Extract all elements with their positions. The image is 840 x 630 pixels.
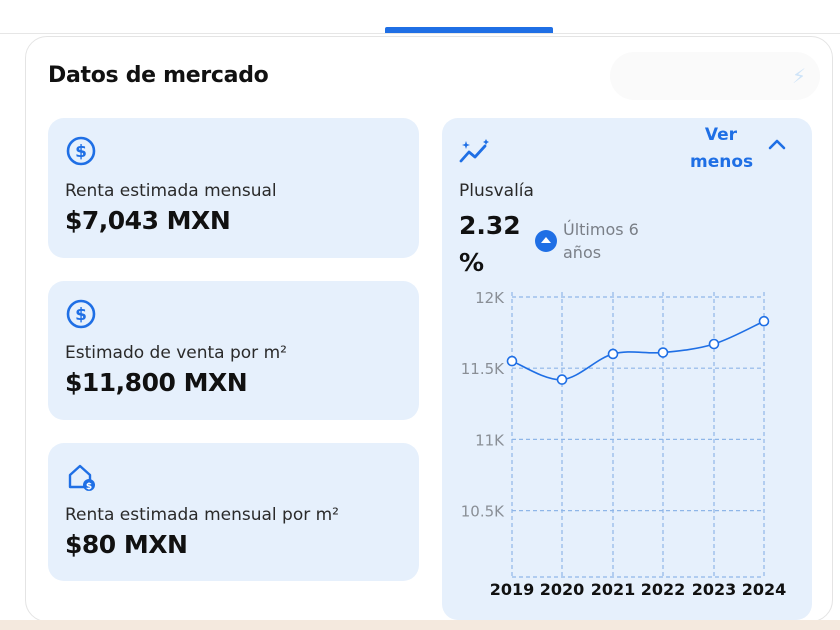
top-divider bbox=[0, 33, 840, 34]
x-tick-label: 2024 bbox=[742, 580, 787, 599]
series-line bbox=[511, 320, 765, 381]
data-point bbox=[708, 338, 720, 350]
trend-sparkle-icon bbox=[459, 139, 489, 163]
y-tick-label: 11.5K bbox=[461, 360, 505, 378]
plusvalia-line-chart: 12K 11.5K 11K 10.5K 2019 2020 2021 2022 2023 2024 bbox=[461, 289, 787, 599]
data-point bbox=[506, 355, 518, 367]
data-point bbox=[657, 347, 669, 358]
plusvalia-label: Plusvalía bbox=[459, 181, 534, 201]
svg-text:$: $ bbox=[75, 142, 87, 162]
y-tick-label: 10.5K bbox=[461, 503, 505, 521]
sale-estimate-card: $ Estimado de venta por m² $11,800 MXN bbox=[48, 281, 419, 420]
chevron-up-icon[interactable] bbox=[766, 136, 788, 152]
data-point bbox=[758, 315, 770, 327]
x-tick-label: 2023 bbox=[692, 580, 737, 599]
section-title: Datos de mercado bbox=[48, 63, 269, 88]
y-tick-label: 12K bbox=[475, 289, 505, 307]
data-point bbox=[556, 374, 568, 385]
arrow-up-circle-icon bbox=[535, 230, 557, 252]
period-label: Últimos 6 años bbox=[563, 220, 639, 262]
bottom-strip bbox=[0, 620, 840, 630]
monthly-rent-value: $7,043 MXN bbox=[65, 206, 231, 235]
x-tick-label: 2022 bbox=[641, 580, 686, 599]
monthly-rent-card: $ Renta estimada mensual $7,043 MXN bbox=[48, 118, 419, 258]
svg-text:$: $ bbox=[86, 482, 92, 491]
rent-per-m2-value: $80 MXN bbox=[65, 530, 188, 559]
x-tick-label: 2020 bbox=[540, 580, 585, 599]
house-dollar-icon: $ bbox=[68, 464, 95, 491]
dollar-circle-icon: $ bbox=[66, 299, 96, 329]
rent-per-m2-card: $ Renta estimada mensual por m² $80 MXN bbox=[48, 443, 419, 581]
active-tab-indicator bbox=[385, 27, 553, 33]
data-point bbox=[607, 348, 619, 360]
x-tick-label: 2019 bbox=[490, 580, 535, 599]
bolt-icon: ⚡ bbox=[791, 64, 806, 88]
plusvalia-value: 2.32 % bbox=[459, 211, 521, 277]
faded-badge: ⚡ bbox=[610, 52, 820, 100]
rent-per-m2-label: Renta estimada mensual por m² bbox=[65, 505, 339, 525]
plusvalia-card: Ver menos Plusvalía 2.32 % Últimos 6 año… bbox=[442, 118, 812, 620]
sale-estimate-value: $11,800 MXN bbox=[65, 368, 248, 397]
monthly-rent-label: Renta estimada mensual bbox=[65, 181, 277, 201]
see-less-button[interactable]: Ver menos bbox=[690, 125, 754, 172]
x-tick-label: 2021 bbox=[591, 580, 636, 599]
sale-estimate-label: Estimado de venta por m² bbox=[65, 343, 287, 363]
y-tick-label: 11K bbox=[475, 431, 505, 449]
dollar-circle-icon: $ bbox=[66, 136, 96, 166]
svg-text:$: $ bbox=[75, 305, 87, 325]
